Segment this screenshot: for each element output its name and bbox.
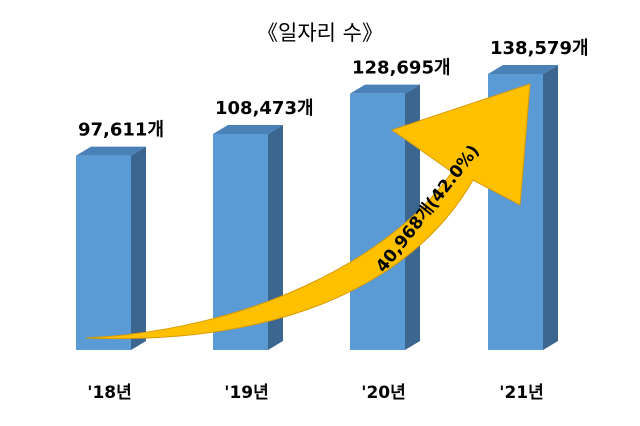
bar-side <box>131 146 146 350</box>
bar-top <box>76 146 146 156</box>
bar-front <box>76 155 131 350</box>
value-label: 108,473개 <box>215 98 314 119</box>
category-label: '19년 <box>224 383 269 403</box>
bar-top <box>488 65 558 74</box>
value-label: 97,611개 <box>78 120 164 141</box>
category-label: '21년 <box>499 383 544 403</box>
labels-group: 97,611개 '18년 108,473개 '19년 128,695개 '20년 138,5… <box>78 38 589 403</box>
bar-side <box>268 124 283 351</box>
category-label: '20년 <box>361 383 406 403</box>
value-label: 128,695개 <box>352 58 451 79</box>
bar-top <box>350 84 420 94</box>
bar-side <box>543 65 558 350</box>
category-label: '18년 <box>87 383 132 403</box>
value-label: 138,579개 <box>490 38 589 59</box>
chart-title: 《일자리 수》 <box>257 21 383 45</box>
bar-1 <box>76 146 146 350</box>
bar-front <box>350 93 405 350</box>
growth-arrow <box>85 83 531 340</box>
bar-top <box>213 124 283 134</box>
